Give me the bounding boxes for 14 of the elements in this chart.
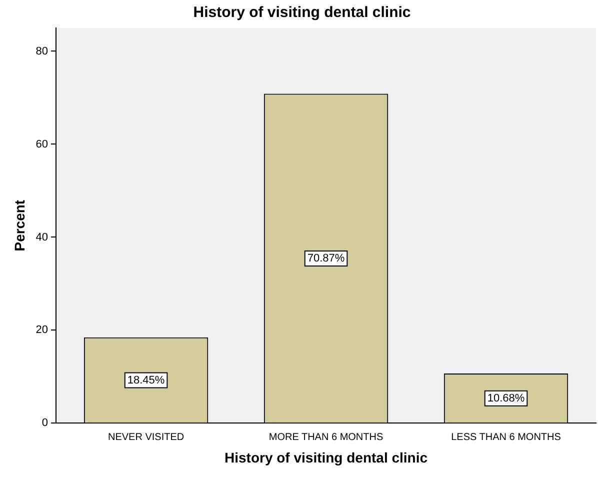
x-tick-label: LESS THAN 6 MONTHS <box>451 432 562 443</box>
x-tick-label: MORE THAN 6 MONTHS <box>268 432 384 443</box>
data-label: 10.68% <box>487 392 525 404</box>
y-axis-title: Percent <box>11 200 28 252</box>
data-label: 70.87% <box>307 252 345 264</box>
y-tick-label: 80 <box>36 45 48 58</box>
y-tick-label: 20 <box>36 324 48 336</box>
x-axis-title: History of visiting dental clinic <box>224 449 428 466</box>
y-tick-label: 40 <box>36 231 48 244</box>
y-tick-label: 60 <box>36 138 48 150</box>
y-tick-label: 0 <box>42 417 48 430</box>
data-label: 18.45% <box>127 374 165 386</box>
chart-title: History of visiting dental clinic <box>193 4 411 22</box>
x-tick-label: NEVER VISITED <box>108 432 184 443</box>
